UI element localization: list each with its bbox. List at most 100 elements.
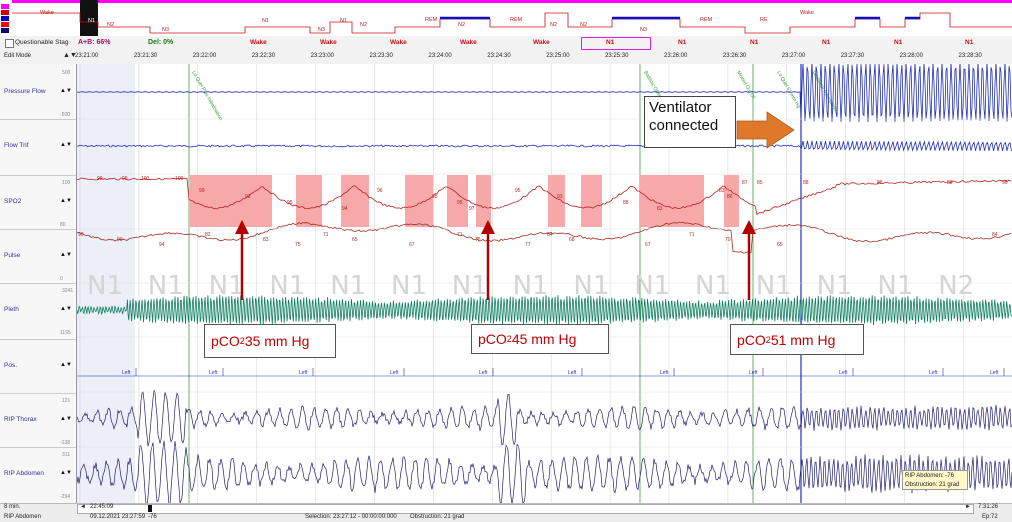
status-epoch: Ep:72 xyxy=(982,514,998,520)
pco2-51-callout: pCO 2 51 mm Hg xyxy=(730,324,864,355)
channel-scale-top: 100 xyxy=(62,180,71,186)
legend-swatch xyxy=(1,4,9,9)
signal-plot-area[interactable]: Lo Quel Plus Initialisation Ballistic Obs… xyxy=(77,64,1012,504)
epoch-stage-label[interactable]: Wake xyxy=(460,39,477,46)
channel-scale-bottom: -294 xyxy=(60,494,71,500)
spo2-value-label: 99 xyxy=(97,176,103,182)
spo2-value-label: 96 xyxy=(377,188,383,194)
desaturation-region xyxy=(640,175,704,227)
stage-watermark: N1 xyxy=(634,271,670,301)
hypnogram-stage-label: N2 xyxy=(360,22,367,28)
spo2-value-label: 92 xyxy=(245,194,251,200)
position-label: Left xyxy=(390,370,399,376)
channel-scale-bottom: 1195 xyxy=(60,330,71,336)
channel-scale-arrows-icon[interactable]: ▲▼ xyxy=(60,306,72,312)
position-label: Left xyxy=(299,370,308,376)
stage-watermark: N2 xyxy=(938,271,974,301)
current-epoch-marker[interactable] xyxy=(581,37,651,50)
legend-swatch xyxy=(1,16,9,21)
legend-swatch xyxy=(1,22,9,27)
channel-scale-arrows-icon[interactable]: ▲▼ xyxy=(60,198,72,204)
spo2-value-label: 88 xyxy=(803,180,809,186)
scroll-start-time: 22:45:09 xyxy=(90,504,114,510)
channel-scale-arrows-icon[interactable]: ▲▼ xyxy=(60,470,72,476)
channel-scale-top: 500 xyxy=(62,70,71,76)
position-label: Left xyxy=(479,370,488,376)
time-tick-label: 23:21:00 xyxy=(75,53,99,59)
pressure-flow-trace xyxy=(77,64,1012,123)
epoch-stage-label[interactable]: N1 xyxy=(606,39,615,46)
hypnogram-cursor xyxy=(80,0,98,36)
channel-separator xyxy=(0,393,76,394)
scroll-left-icon[interactable]: ◄ xyxy=(80,504,86,510)
pulse-value-label: 84 xyxy=(992,232,998,238)
stage-watermark: N1 xyxy=(269,271,305,301)
hypnogram-stage-label: N3 xyxy=(640,27,647,33)
pco2-51-prefix: pCO xyxy=(737,331,766,348)
status-value: -76 xyxy=(148,514,157,520)
spo2-value-label: 95 xyxy=(515,188,521,194)
unscored-region xyxy=(77,64,135,504)
desaturation-region xyxy=(405,175,433,227)
scroll-thumb[interactable] xyxy=(148,505,152,512)
channel-scale-bottom: -500 xyxy=(60,112,71,118)
spo2-value-label: 88 xyxy=(623,200,629,206)
time-tick-label: 23:27:30 xyxy=(840,53,865,59)
pulse-value-label: 68 xyxy=(569,237,575,243)
epoch-stage-label[interactable]: Wake xyxy=(320,39,337,46)
channel-scale-arrows-icon[interactable]: ▲▼ xyxy=(60,416,72,422)
time-tick-label: 23:24:30 xyxy=(487,53,511,59)
channel-scale-arrows-icon[interactable]: ▲▼ xyxy=(60,362,72,368)
desaturation-region xyxy=(476,175,491,227)
hypnogram[interactable]: Wake N1 N2 N3 N1 N3 N1 N2 REM N2 REM N2 N2 N3 REM RE Wak… xyxy=(0,0,1012,37)
epoch-stage-label[interactable]: Wake xyxy=(250,39,267,46)
spo2-value-label: 95 xyxy=(432,194,438,200)
channel-label-pressure-flow: Pressure Flow xyxy=(4,88,46,95)
hypnogram-stage-label: Wake xyxy=(800,10,814,16)
desaturation-region xyxy=(548,175,565,227)
scroll-right-icon[interactable]: ► xyxy=(965,504,971,510)
time-axis-arrows-icon[interactable]: ▲▼ xyxy=(63,52,77,59)
epoch-stage-label[interactable]: N1 xyxy=(894,39,903,46)
time-tick-label: 23:22:30 xyxy=(251,53,276,59)
time-tick-label: 23:26:30 xyxy=(722,53,747,59)
epoch-stage-label[interactable]: N1 xyxy=(750,39,759,46)
epoch-stage-label[interactable]: N1 xyxy=(822,39,831,46)
channel-label-pulse: Pulse xyxy=(4,252,21,259)
hypnogram-stage-label: N2 xyxy=(580,22,587,28)
channel-scale-arrows-icon[interactable]: ▲▼ xyxy=(60,252,72,258)
pulse-value-label: 64 xyxy=(547,232,553,238)
time-tick-label: 23:26:00 xyxy=(664,53,688,59)
spo2-value-label: 87 xyxy=(742,180,748,186)
edit-mode-label: Edit Mode xyxy=(4,53,32,59)
spo2-value-label: 85 xyxy=(757,180,763,186)
epoch-stage-label[interactable]: N1 xyxy=(678,39,687,46)
desaturation-region xyxy=(447,175,468,227)
time-tick-label: 23:28:30 xyxy=(958,53,982,59)
epoch-stage-label[interactable]: N1 xyxy=(965,39,974,46)
time-tick-label: 23:21:30 xyxy=(133,53,158,59)
status-channel: RIP Abdomen xyxy=(4,514,41,520)
channel-scale-arrows-icon[interactable]: ▲▼ xyxy=(60,88,72,94)
epoch-stage-label[interactable]: Wake xyxy=(533,39,550,46)
ventilator-arrow xyxy=(736,111,795,149)
hypnogram-stage-label: N2 xyxy=(550,22,557,28)
timeline-scrollbar[interactable]: ◄ 22:45:09 ► xyxy=(77,504,974,514)
end-time: 7:31:26 xyxy=(978,504,999,510)
pulse-value-label: 82 xyxy=(205,232,211,238)
rip-abdomen-trace xyxy=(77,440,1012,504)
time-tick-label: 23:27:00 xyxy=(781,53,806,59)
questionable-stage-checkbox[interactable] xyxy=(5,39,14,48)
pulse-value-label: 67 xyxy=(409,242,415,248)
stage-score-bar[interactable]: Questionable Stag A+B: 66% Del: 0% Wake W… xyxy=(0,36,1012,51)
channel-label-spo2: SPO2 xyxy=(4,198,22,205)
spo2-value-label: 93 xyxy=(557,194,563,200)
ab-percent: A+B: 66% xyxy=(78,39,111,46)
channel-label-panel: Pressure Flow ▲▼ 500 -500 Flow Trif ▲▼ SPO2 ▲▼ 1… xyxy=(0,64,77,504)
epoch-stage-label[interactable]: Wake xyxy=(390,39,407,46)
signal-traces: Lo Quel Plus Initialisation Ballistic Obs… xyxy=(77,64,1012,504)
pulse-value-label: 94 xyxy=(159,242,165,248)
spo2-value-label: 83 xyxy=(719,188,725,194)
hypnogram-stage-label: N1 xyxy=(88,18,95,24)
channel-scale-arrows-icon[interactable]: ▲▼ xyxy=(60,142,72,148)
